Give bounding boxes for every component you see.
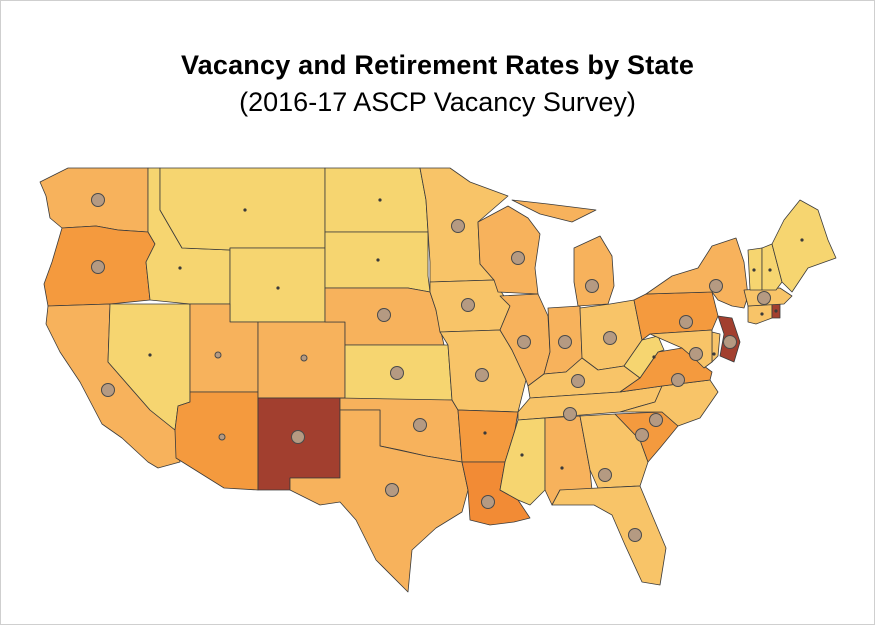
retirement-marker-tx xyxy=(385,483,399,497)
retirement-marker-tn xyxy=(563,407,577,421)
state-nm[interactable] xyxy=(257,397,341,491)
retirement-marker-ga xyxy=(598,468,612,482)
retirement-marker-fl xyxy=(628,528,642,542)
retirement-marker-ia xyxy=(461,298,475,312)
retirement-marker-md xyxy=(689,347,703,361)
retirement-marker-ok xyxy=(413,418,427,432)
retirement-marker-nm xyxy=(291,430,305,444)
map-subtitle: (2016-17 ASCP Vacancy Survey) xyxy=(239,87,636,117)
retirement-marker-ks xyxy=(390,366,404,380)
retirement-marker-il xyxy=(517,335,531,349)
retirement-marker-ca xyxy=(101,383,115,397)
state-tx[interactable] xyxy=(289,409,469,593)
retirement-marker-nc xyxy=(649,413,663,427)
state-de[interactable] xyxy=(711,331,721,363)
retirement-marker-ar xyxy=(483,431,487,435)
state-mt[interactable] xyxy=(159,167,326,251)
retirement-marker-wy xyxy=(276,286,280,290)
state-nd[interactable] xyxy=(324,167,429,233)
retirement-marker-nh xyxy=(768,268,772,272)
state-az[interactable] xyxy=(174,391,259,491)
state-sd[interactable] xyxy=(324,231,431,293)
retirement-marker-va xyxy=(671,373,685,387)
retirement-marker-al xyxy=(560,466,564,470)
retirement-marker-sc xyxy=(635,428,649,442)
retirement-marker-ri xyxy=(774,309,778,313)
state-mi[interactable] xyxy=(511,199,615,307)
retirement-marker-co xyxy=(300,354,308,362)
retirement-marker-nj xyxy=(723,335,737,349)
state-ny[interactable] xyxy=(645,237,749,309)
retirement-marker-mn xyxy=(451,219,465,233)
retirement-marker-or xyxy=(91,260,105,274)
state-ct[interactable] xyxy=(747,303,773,325)
state-nh[interactable] xyxy=(761,243,783,291)
retirement-marker-ne xyxy=(377,308,391,322)
state-nc[interactable] xyxy=(619,379,719,427)
retirement-marker-mi xyxy=(585,279,599,293)
retirement-marker-ma xyxy=(757,291,771,305)
retirement-marker-nv xyxy=(148,353,152,357)
retirement-marker-la xyxy=(481,495,495,509)
state-me[interactable] xyxy=(771,199,837,293)
retirement-marker-mo xyxy=(475,368,489,382)
retirement-marker-ny xyxy=(709,279,723,293)
state-fl[interactable] xyxy=(551,485,667,586)
retirement-marker-me xyxy=(800,238,804,242)
retirement-marker-ms xyxy=(520,453,524,457)
retirement-marker-wi xyxy=(511,251,525,265)
retirement-marker-sd xyxy=(376,258,380,262)
retirement-marker-pa xyxy=(679,315,693,329)
retirement-marker-ky xyxy=(571,374,585,388)
map-title: Vacancy and Retirement Rates by State xyxy=(180,50,695,80)
retirement-marker-wa xyxy=(91,193,105,207)
retirement-marker-vt xyxy=(752,268,756,272)
retirement-marker-id xyxy=(178,266,182,270)
retirement-marker-az xyxy=(218,433,226,441)
retirement-marker-ut xyxy=(214,351,222,359)
retirement-marker-in xyxy=(558,335,572,349)
retirement-marker-mt xyxy=(243,208,247,212)
state-wi[interactable] xyxy=(477,205,541,295)
retirement-marker-oh xyxy=(603,331,617,345)
state-wy[interactable] xyxy=(229,247,326,323)
retirement-marker-wv xyxy=(652,355,656,359)
retirement-marker-ct xyxy=(760,312,764,316)
retirement-marker-de xyxy=(712,352,716,356)
retirement-marker-nd xyxy=(378,198,382,202)
